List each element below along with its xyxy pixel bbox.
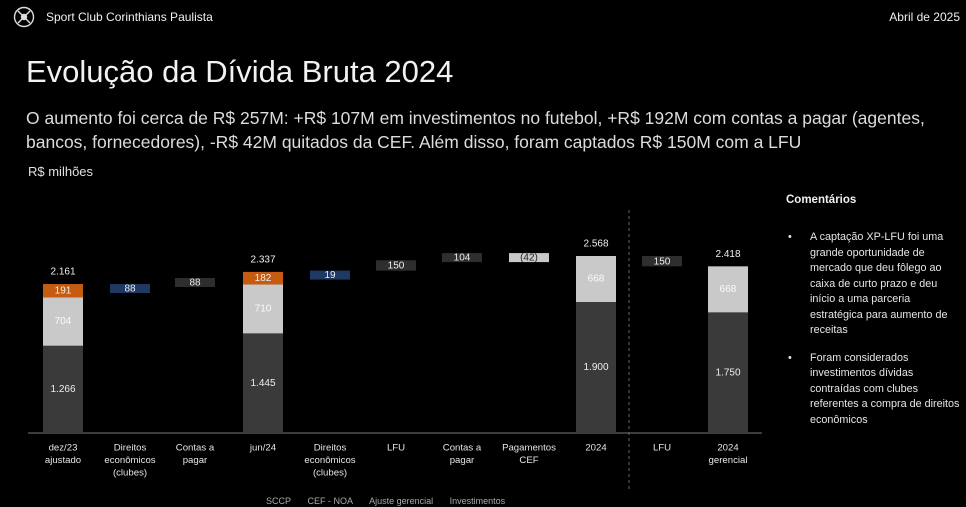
bar-segment (243, 271, 283, 285)
header-bar: Sport Club Corinthians Paulista Abril de… (0, 0, 966, 36)
waterfall-chart: 1.266 704 191 2.161 88 88 1.445 710 182 2.337 19 15… (28, 210, 762, 492)
category-label: (clubes) (113, 468, 147, 479)
legend-item: Ajuste gerencial (369, 496, 434, 506)
category-label: Pagamentos (502, 443, 556, 454)
data-label: 88 (124, 284, 136, 295)
legend-item: SCCP (266, 496, 292, 506)
club-crest-icon (13, 6, 35, 28)
delta-bar (509, 253, 549, 263)
category-label: pagar (450, 455, 475, 466)
data-label: 668 (720, 284, 737, 295)
category-label: 2024 (585, 443, 607, 454)
bar-segment (576, 302, 616, 433)
page-title: Evolução da Dívida Bruta 2024 (26, 54, 454, 89)
total-label: 2.337 (250, 255, 275, 266)
category-label: CEF (519, 455, 538, 466)
comment-item: Foram considerados investimentos dívidas… (786, 351, 962, 429)
category-label: LFU (653, 443, 671, 454)
delta-bar (175, 277, 215, 287)
delta-bar (442, 253, 482, 263)
comments-title: Comentários (786, 194, 857, 206)
bar-segment (576, 255, 616, 303)
total-label: 2.418 (715, 249, 740, 260)
data-label: 1.266 (50, 384, 75, 395)
data-label: 1.900 (583, 362, 608, 373)
category-label: gerencial (709, 455, 748, 466)
bar-segment (43, 345, 83, 433)
delta-bar (110, 284, 150, 294)
category-label: econômicos (104, 455, 155, 466)
legend-item: Investimentos (449, 496, 506, 506)
data-label: 191 (55, 285, 72, 296)
delta-bar (642, 255, 682, 267)
bar-segment (243, 333, 283, 433)
bar-segment (43, 297, 83, 346)
category-label: econômicos (304, 455, 355, 466)
page-subtitle: O aumento foi cerca de R$ 257M: +R$ 107M… (26, 108, 925, 152)
bar-segment (708, 266, 748, 313)
data-label: 150 (654, 256, 671, 267)
data-label: 104 (454, 253, 471, 264)
category-label: LFU (387, 443, 405, 454)
organization-name: Sport Club Corinthians Paulista (46, 10, 213, 24)
report-date: Abril de 2025 (889, 10, 960, 24)
bar-segment (43, 284, 83, 298)
data-label: 182 (255, 273, 272, 284)
data-label: 150 (388, 261, 405, 272)
data-label: 668 (588, 274, 605, 285)
bar-segment (243, 284, 283, 334)
data-label: 1.445 (250, 378, 275, 389)
legend-item: CEF - NOA (307, 496, 354, 506)
data-label: 1.750 (715, 367, 740, 378)
category-label: (clubes) (313, 468, 347, 479)
category-label: Direitos (314, 443, 347, 454)
total-label: 2.161 (50, 267, 75, 278)
comment-item: A captação XP-LFU foi uma grande oportun… (786, 230, 962, 339)
total-label: 2.568 (583, 239, 608, 250)
data-label: 704 (55, 316, 72, 327)
category-label: jun/24 (249, 443, 277, 454)
data-label: (42) (520, 253, 538, 264)
bar-segment (708, 312, 748, 433)
category-label: Contas a (443, 443, 482, 454)
category-label: 2024 (717, 443, 739, 454)
category-label: Contas a (176, 443, 215, 454)
chart-legend: SCCP CEF - NOA Ajuste gerencial Investim… (266, 496, 519, 506)
category-label: ajustado (45, 455, 81, 466)
data-label: 710 (255, 304, 272, 315)
category-label: Direitos (114, 443, 147, 454)
category-label: dez/23 (49, 443, 78, 454)
category-label: pagar (183, 455, 208, 466)
delta-bar (376, 260, 416, 271)
delta-bar (310, 270, 350, 280)
data-label: 88 (189, 278, 201, 289)
comments-list: A captação XP-LFU foi uma grande oportun… (786, 230, 962, 440)
data-label: 19 (324, 270, 336, 281)
unit-label: R$ milhões (28, 164, 94, 179)
